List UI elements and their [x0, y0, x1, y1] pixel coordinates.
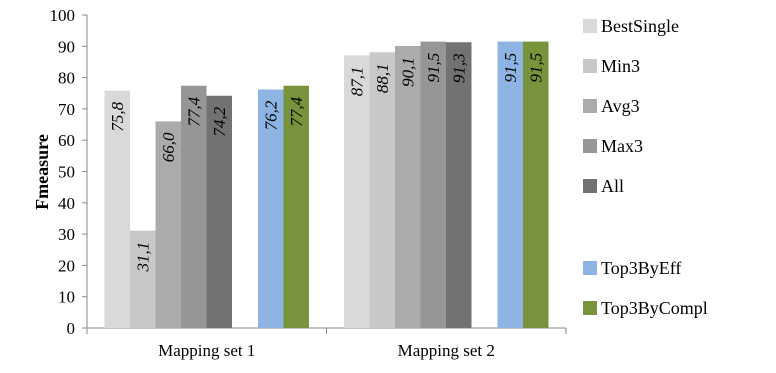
legend-swatch-bestsingle: [583, 19, 597, 33]
y-tick-label: 50: [58, 163, 75, 182]
bars: [104, 41, 549, 329]
y-axis: 0 10 20 30 40 50 60 70 80 90 100: [50, 6, 88, 338]
category-label: Mapping set 1: [158, 341, 255, 360]
y-tick-label: 70: [58, 100, 75, 119]
category-label: Mapping set 2: [398, 341, 495, 360]
bar-top3bycompl: [283, 85, 309, 328]
data-labels: 75,8 31,1 66,0 77,4 74,2 76,2 77,4 87,1 88,1 90,1…: [108, 53, 546, 273]
legend-label-bestsingle: BestSingle: [601, 16, 679, 36]
bar-bestsingle: [344, 55, 370, 328]
data-label: 77,4: [185, 96, 204, 126]
legend-swatch-max3: [583, 139, 597, 153]
legend-swatch-min3: [583, 59, 597, 73]
x-axis: Mapping set 1 Mapping set 2: [86, 327, 567, 360]
y-axis-label: Fmeasure: [32, 134, 52, 210]
bar-top3byeff: [497, 41, 523, 328]
y-tick-label: 0: [67, 319, 76, 338]
y-tick-label: 40: [58, 194, 75, 213]
legend-swatch-top3byeff: [583, 261, 597, 275]
bar-top3byeff: [258, 89, 284, 328]
legend-label-all: All: [601, 176, 624, 196]
data-label: 91,5: [424, 53, 443, 83]
bar-avg3: [395, 45, 421, 328]
legend-swatch-top3bycompl: [583, 301, 597, 315]
legend-swatch-all: [583, 179, 597, 193]
data-label: 90,1: [399, 57, 418, 87]
bar-max3: [181, 85, 207, 328]
bar-all: [446, 42, 472, 329]
data-label: 91,5: [527, 53, 546, 83]
data-label: 31,1: [134, 242, 153, 273]
legend-label-top3bycompl: Top3ByCompl: [601, 298, 708, 318]
legend-label-avg3: Avg3: [601, 96, 640, 116]
y-tick-label: 60: [58, 131, 75, 150]
bar-min3: [130, 230, 156, 328]
legend-label-min3: Min3: [601, 56, 640, 76]
data-label: 66,0: [159, 132, 178, 162]
y-tick-label: 30: [58, 225, 75, 244]
bar-max3: [420, 41, 446, 328]
data-label: 76,2: [262, 100, 281, 130]
data-label: 91,3: [450, 53, 469, 83]
bar-all: [206, 95, 232, 328]
y-tick-label: 10: [58, 288, 75, 307]
legend-swatch-avg3: [583, 99, 597, 113]
y-tick-label: 80: [58, 69, 75, 88]
y-tick-label: 20: [58, 256, 75, 275]
data-label: 87,1: [348, 67, 367, 97]
data-label: 91,5: [501, 53, 520, 83]
legend-label-top3byeff: Top3ByEff: [601, 258, 681, 278]
data-label: 75,8: [108, 101, 127, 131]
bar-min3: [369, 52, 395, 328]
y-tick-label: 100: [50, 6, 76, 25]
legend-label-max3: Max3: [601, 136, 643, 156]
legend: BestSingle Min3 Avg3 Max3 All Top3ByEff Top3By…: [583, 16, 708, 318]
data-label: 77,4: [287, 96, 306, 126]
y-tick-label: 90: [58, 37, 75, 56]
bar-bestsingle: [104, 90, 130, 328]
data-label: 88,1: [373, 63, 392, 93]
bar-top3bycompl: [523, 41, 549, 328]
bar-avg3: [155, 121, 181, 328]
data-label: 74,2: [210, 106, 229, 136]
